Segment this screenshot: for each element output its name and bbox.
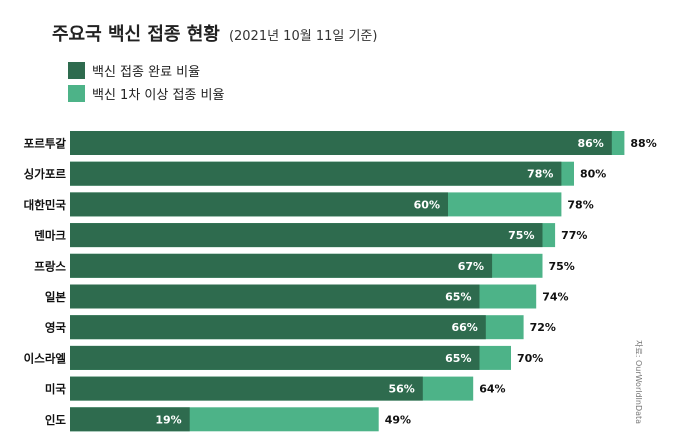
bar-completed bbox=[70, 315, 486, 340]
bar-completed bbox=[70, 407, 190, 432]
category-label: 덴마크 bbox=[34, 229, 66, 243]
data-label-completed: 19% bbox=[155, 413, 181, 426]
category-label: 인도 bbox=[45, 413, 67, 427]
source-note: 자료: OurWorldInData bbox=[634, 340, 643, 425]
data-label-first-dose: 80% bbox=[580, 168, 606, 181]
legend-swatch-first-dose bbox=[68, 84, 85, 102]
legend-label-completed: 백신 접종 완료 비율 bbox=[92, 64, 201, 80]
data-label-first-dose: 78% bbox=[567, 198, 593, 211]
chart-title-block: 주요국 백신 접종 현황 (2021년 10월 11일 기준) bbox=[52, 20, 377, 46]
bar-completed bbox=[70, 345, 480, 370]
category-label: 영국 bbox=[45, 321, 67, 335]
bar-completed bbox=[70, 161, 562, 186]
legend-swatch-completed bbox=[68, 61, 85, 79]
data-label-first-dose: 74% bbox=[542, 291, 568, 304]
data-label-completed: 56% bbox=[388, 383, 414, 396]
bar-completed bbox=[70, 192, 448, 217]
data-label-first-dose: 77% bbox=[561, 229, 587, 242]
category-label: 일본 bbox=[45, 290, 67, 304]
chart-title: 주요국 백신 접종 현황 bbox=[52, 24, 220, 45]
category-label: 이스라엘 bbox=[24, 351, 66, 365]
legend-label-first-dose: 백신 1차 이상 접종 비율 bbox=[92, 87, 225, 103]
category-label: 싱가포르 bbox=[24, 167, 67, 181]
category-label: 프랑스 bbox=[34, 259, 66, 273]
bar-completed bbox=[70, 223, 543, 248]
bar-completed bbox=[70, 131, 612, 155]
bar-completed bbox=[70, 284, 480, 309]
data-label-first-dose: 88% bbox=[630, 137, 656, 150]
category-label: 대한민국 bbox=[24, 198, 67, 212]
legend-item-first-dose: 백신 1차 이상 접종 비율 bbox=[68, 84, 225, 103]
data-label-completed: 65% bbox=[445, 291, 471, 304]
bar-completed bbox=[70, 253, 493, 278]
category-label: 미국 bbox=[45, 382, 67, 396]
data-label-completed: 65% bbox=[445, 352, 471, 365]
data-label-completed: 60% bbox=[414, 198, 440, 211]
data-label-completed: 67% bbox=[458, 260, 484, 273]
data-label-completed: 86% bbox=[577, 137, 603, 150]
category-label: 포르투갈 bbox=[24, 137, 67, 151]
data-label-first-dose: 64% bbox=[479, 383, 505, 396]
data-label-first-dose: 70% bbox=[517, 352, 543, 365]
data-label-completed: 66% bbox=[451, 321, 477, 334]
legend-item-completed: 백신 접종 완료 비율 bbox=[68, 61, 201, 80]
data-label-completed: 78% bbox=[527, 168, 553, 181]
data-label-first-dose: 72% bbox=[530, 321, 556, 334]
data-label-first-dose: 75% bbox=[549, 260, 575, 273]
data-label-first-dose: 49% bbox=[385, 413, 411, 426]
bar-completed bbox=[70, 376, 423, 401]
data-label-completed: 75% bbox=[508, 229, 534, 242]
chart-subtitle: (2021년 10월 11일 기준) bbox=[228, 29, 378, 44]
